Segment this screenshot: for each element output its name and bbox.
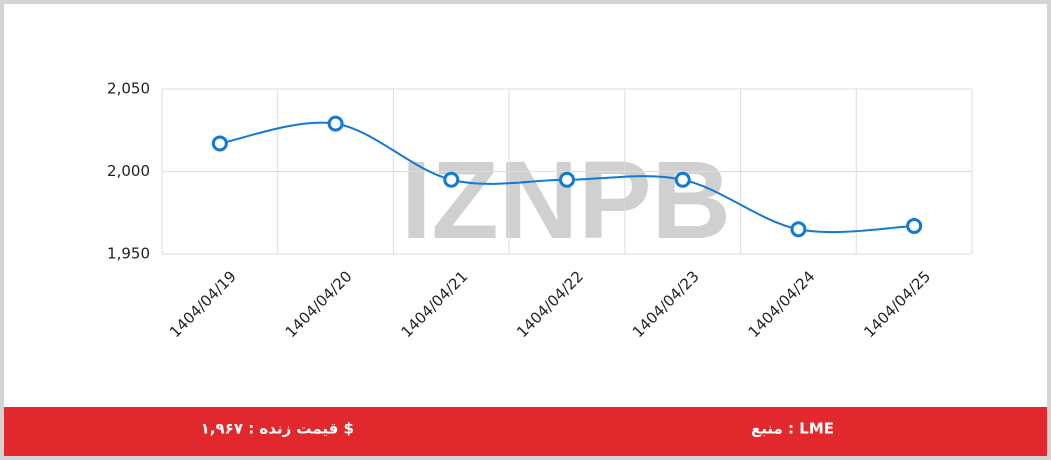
- x-tick-label: 1404/04/25: [860, 267, 934, 341]
- y-tick-label: 2,000: [107, 162, 150, 180]
- point: [906, 217, 923, 234]
- x-tick-label: 1404/04/20: [282, 267, 356, 341]
- x-tick-label: 1404/04/21: [397, 267, 471, 341]
- point: [559, 171, 575, 188]
- point: [674, 171, 691, 188]
- x-tick-label: 1404/04/24: [745, 267, 819, 341]
- source: منبع : LME: [751, 420, 834, 438]
- point: [443, 171, 460, 188]
- x-tick-label: 1404/04/19: [166, 267, 240, 341]
- x-tick-label: 1404/04/22: [513, 267, 587, 341]
- point: [211, 135, 228, 152]
- point: [327, 115, 344, 132]
- live-price: قیمت زنده : ۱,۹۶۷ $: [201, 420, 354, 438]
- point: [790, 221, 807, 238]
- y-tick-label: 1,950: [107, 245, 150, 263]
- chart: IZNPB 1,950 2,000 2,050 1404/04/19 1404/04/2…: [4, 80, 1047, 456]
- x-tick-label: 1404/04/23: [629, 267, 703, 341]
- footer-bar: [4, 407, 1047, 456]
- watermark: IZNPB: [401, 139, 731, 262]
- y-tick-label: 2,050: [107, 80, 150, 98]
